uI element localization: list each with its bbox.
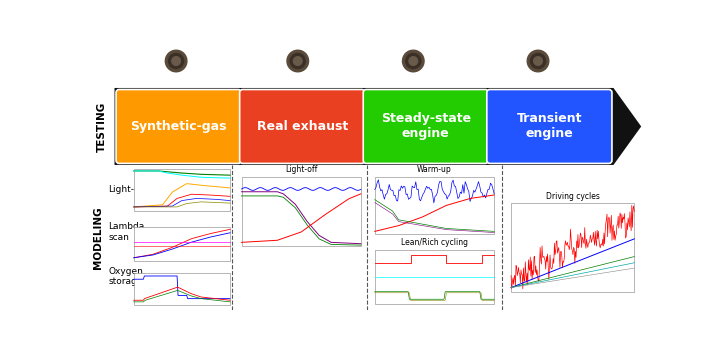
Circle shape [290, 54, 305, 69]
Text: Lambda
scan: Lambda scan [108, 222, 145, 242]
Text: Real exhaust: Real exhaust [257, 120, 348, 133]
Text: Warm-up: Warm-up [417, 165, 452, 174]
Text: TESTING: TESTING [98, 101, 108, 152]
FancyBboxPatch shape [511, 204, 635, 292]
Text: Lean/Rich cycling: Lean/Rich cycling [401, 238, 468, 247]
Circle shape [402, 50, 424, 72]
Text: Steady-state
engine: Steady-state engine [381, 112, 471, 141]
FancyBboxPatch shape [134, 273, 230, 305]
FancyBboxPatch shape [364, 89, 488, 164]
FancyBboxPatch shape [239, 89, 365, 164]
FancyBboxPatch shape [116, 89, 241, 164]
Text: Oxygen
storage: Oxygen storage [108, 267, 143, 286]
Text: Light-off: Light-off [108, 185, 146, 194]
Circle shape [406, 54, 421, 69]
FancyBboxPatch shape [242, 176, 361, 246]
Circle shape [531, 54, 546, 69]
FancyBboxPatch shape [134, 169, 230, 211]
Text: MODELING: MODELING [92, 207, 103, 269]
Circle shape [293, 57, 302, 65]
Text: Driving cycles: Driving cycles [546, 192, 599, 201]
Circle shape [527, 50, 549, 72]
FancyBboxPatch shape [487, 89, 612, 164]
FancyBboxPatch shape [134, 227, 230, 261]
Circle shape [533, 57, 542, 65]
Polygon shape [115, 88, 641, 165]
Circle shape [409, 57, 417, 65]
Text: Transient
engine: Transient engine [517, 112, 582, 141]
Text: Light-off: Light-off [285, 165, 318, 174]
Circle shape [172, 57, 181, 65]
Circle shape [166, 50, 187, 72]
FancyBboxPatch shape [375, 176, 494, 234]
Circle shape [287, 50, 308, 72]
Circle shape [168, 54, 184, 69]
FancyBboxPatch shape [375, 250, 494, 303]
Text: Synthetic-gas: Synthetic-gas [130, 120, 227, 133]
